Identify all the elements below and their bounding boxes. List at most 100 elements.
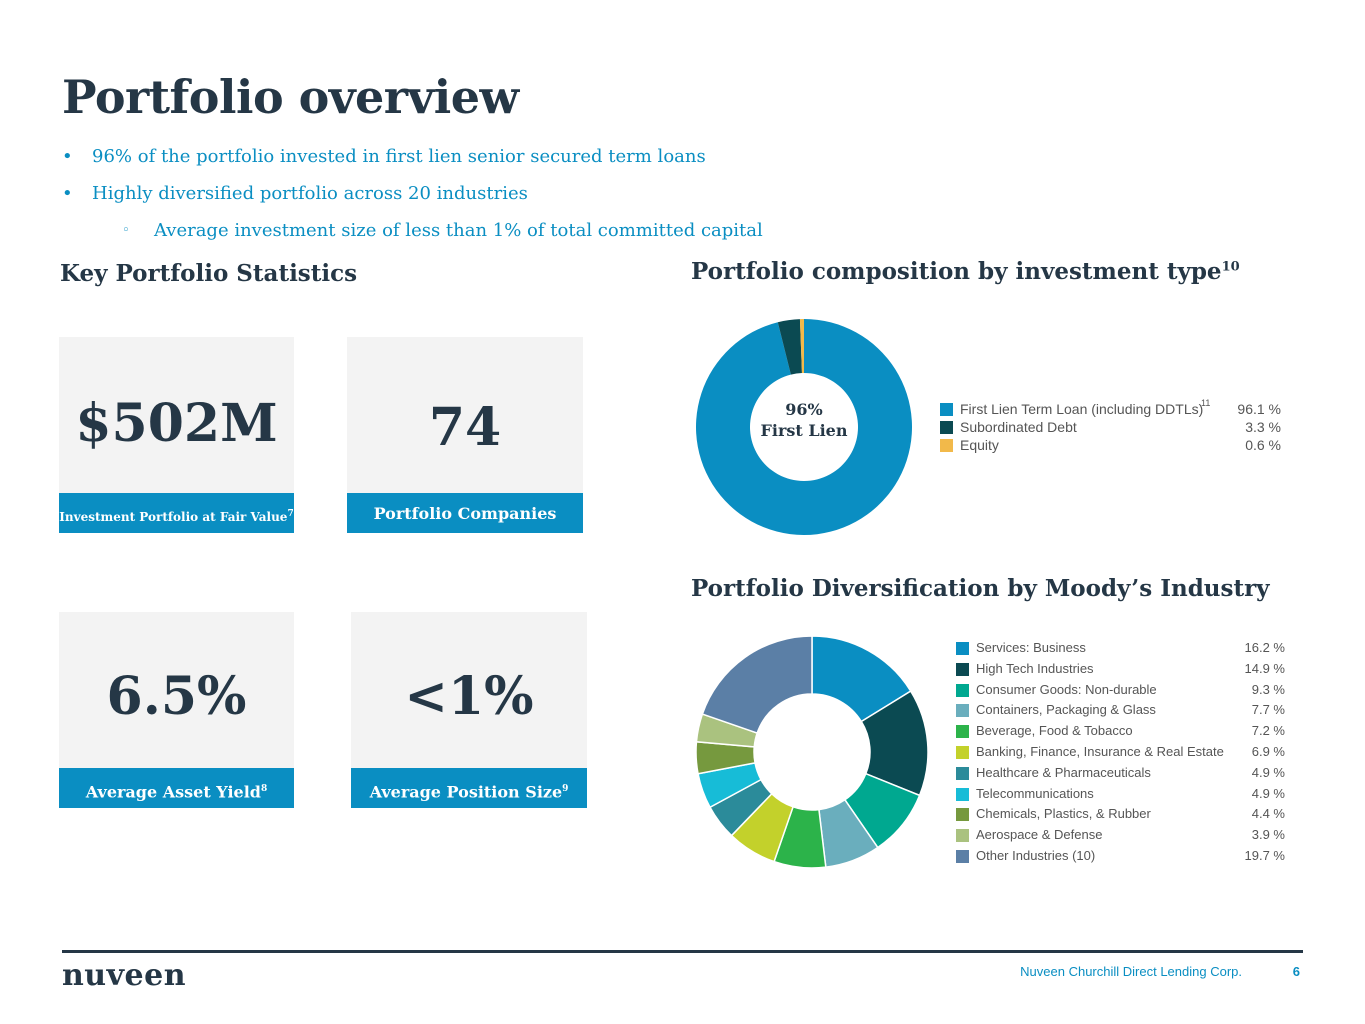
- legend-item: Other Industries (10) 19.7 %: [956, 846, 1286, 867]
- nuveen-logo: nuveen: [62, 958, 187, 993]
- investment-type-legend: First Lien Term Loan (including DDTLs) 96…: [940, 400, 1285, 460]
- legend-swatch: [956, 808, 969, 822]
- legend-item: Banking, Finance, Insurance & Real Estat…: [956, 742, 1286, 763]
- legend-label: Consumer Goods: Non-durable: [976, 681, 1157, 697]
- legend-label: Equity: [960, 437, 999, 453]
- legend-item: Chemicals, Plastics, & Rubber 4.4 %: [956, 804, 1286, 825]
- industry-donut-chart: [695, 635, 929, 869]
- legend-swatch: [956, 787, 969, 801]
- donut-slice: [799, 319, 804, 374]
- stat-card-asset-yield: 6.5% Average Asset Yield8: [59, 612, 294, 808]
- legend-label: Banking, Finance, Insurance & Real Estat…: [976, 744, 1224, 759]
- center-label-text: First Lien: [761, 421, 848, 440]
- stat-label-text: Average Position Size: [369, 782, 563, 802]
- legend-swatch: [940, 439, 953, 452]
- legend-label: Beverage, Food & Tobacco: [976, 723, 1133, 739]
- center-label-percent: 96%: [785, 400, 822, 419]
- donut-slice: [701, 635, 813, 734]
- legend-item: Beverage, Food & Tobacco 7.2 %: [956, 721, 1286, 742]
- stat-label: Average Position Size9: [351, 768, 587, 808]
- composition-chart-title: Portfolio composition by investment type…: [691, 258, 1240, 285]
- legend-label: Healthcare & Pharmaceuticals: [976, 764, 1151, 780]
- stat-label-text: Portfolio Companies: [373, 504, 557, 523]
- industry-chart-title: Portfolio Diversification by Moody’s Ind…: [691, 575, 1270, 602]
- bullet-text: Average investment size of less than 1% …: [154, 220, 763, 241]
- legend-swatch: [956, 725, 969, 739]
- bullet-dot-icon: •: [62, 183, 73, 204]
- legend-item: First Lien Term Loan (including DDTLs) 96…: [940, 400, 1285, 418]
- stat-card-fair-value: $502M Investment Portfolio at Fair Value…: [59, 337, 294, 533]
- legend-item: Consumer Goods: Non-durable 9.3 %: [956, 680, 1286, 701]
- legend-swatch: [956, 704, 969, 718]
- legend-swatch: [956, 850, 969, 863]
- legend-item: Aerospace & Defense 3.9 %: [956, 825, 1286, 846]
- legend-label: Aerospace & Defense: [976, 827, 1103, 843]
- stat-label: Average Asset Yield8: [59, 768, 294, 808]
- legend-value: 4.9 %: [1251, 785, 1285, 801]
- legend-value: 96.1 %: [1237, 401, 1281, 417]
- legend-value: 3.9 %: [1251, 827, 1285, 843]
- legend-swatch: [956, 829, 969, 843]
- page-title: Portfolio overview: [62, 70, 519, 124]
- stat-value: 6.5%: [106, 666, 247, 727]
- stat-label-text: Investment Portfolio at Fair Value: [59, 510, 288, 524]
- legend-item: High Tech Industries 14.9 %: [956, 659, 1286, 680]
- legend-value: 16.2 %: [1244, 640, 1285, 655]
- legend-value: 4.4 %: [1251, 806, 1285, 822]
- stat-card-position-size: <1% Average Position Size9: [351, 612, 587, 808]
- bullet-text: 96% of the portfolio invested in first l…: [92, 146, 706, 167]
- legend-swatch: [956, 746, 969, 759]
- legend-label: Other Industries (10): [976, 848, 1096, 863]
- stat-card-companies: 74 Portfolio Companies: [347, 337, 583, 533]
- stat-label-text: Average Asset Yield: [85, 782, 261, 802]
- stat-value: 74: [428, 397, 502, 458]
- legend-item: Containers, Packaging & Glass 7.7 %: [956, 700, 1286, 721]
- stat-label: Investment Portfolio at Fair Value7: [59, 493, 294, 533]
- page-number: 6: [1292, 964, 1300, 979]
- legend-item: Services: Business 16.2 %: [956, 638, 1286, 659]
- industry-legend: Services: Business 16.2 % High Tech Indust…: [956, 638, 1286, 868]
- legend-item: Equity 0.6 %: [940, 436, 1285, 454]
- chart-title-text: Portfolio composition by investment type: [691, 258, 1222, 285]
- footnote-ref: 10: [1221, 259, 1240, 275]
- legend-swatch: [940, 403, 953, 416]
- footer-divider: [62, 950, 1303, 953]
- donut-slice: [696, 319, 912, 535]
- stats-section-title: Key Portfolio Statistics: [60, 260, 358, 287]
- legend-swatch: [956, 642, 969, 655]
- legend-label: First Lien Term Loan (including DDTLs): [960, 401, 1204, 417]
- legend-item: Healthcare & Pharmaceuticals 4.9 %: [956, 763, 1286, 784]
- legend-swatch: [956, 766, 969, 780]
- bullet-dot-icon: •: [62, 146, 73, 167]
- legend-footnote-ref: 11: [1201, 398, 1211, 408]
- footer-company-name: Nuveen Churchill Direct Lending Corp.: [1020, 964, 1242, 979]
- legend-item: Telecommunications 4.9 %: [956, 784, 1286, 805]
- legend-label: Telecommunications: [976, 785, 1094, 801]
- legend-label: Containers, Packaging & Glass: [976, 702, 1156, 718]
- legend-swatch: [956, 662, 969, 676]
- legend-value: 0.6 %: [1245, 437, 1281, 453]
- legend-value: 3.3 %: [1245, 419, 1281, 435]
- footnote-ref: 7: [287, 509, 294, 519]
- legend-swatch: [956, 683, 969, 697]
- legend-label: High Tech Industries: [976, 660, 1094, 676]
- footnote-ref: 9: [562, 784, 569, 794]
- donut-slice: [777, 319, 802, 375]
- legend-value: 9.3 %: [1251, 681, 1285, 697]
- legend-item: Subordinated Debt 3.3 %: [940, 418, 1285, 436]
- legend-value: 14.9 %: [1244, 660, 1285, 676]
- legend-swatch: [940, 421, 953, 434]
- legend-label: Subordinated Debt: [960, 419, 1077, 435]
- legend-label: Services: Business: [976, 640, 1086, 655]
- legend-label: Chemicals, Plastics, & Rubber: [976, 806, 1151, 822]
- sub-bullet-circle-icon: ◦: [122, 223, 130, 238]
- investment-type-donut-chart: 96% First Lien: [696, 319, 912, 535]
- bullet-text: Highly diversified portfolio across 20 i…: [92, 183, 528, 204]
- legend-value: 4.9 %: [1251, 764, 1285, 780]
- footnote-ref: 8: [260, 784, 268, 794]
- legend-value: 19.7 %: [1244, 848, 1285, 863]
- stat-value: $502M: [75, 393, 278, 454]
- legend-value: 7.7 %: [1251, 702, 1285, 718]
- legend-value: 7.2 %: [1251, 723, 1285, 739]
- legend-value: 6.9 %: [1251, 744, 1285, 759]
